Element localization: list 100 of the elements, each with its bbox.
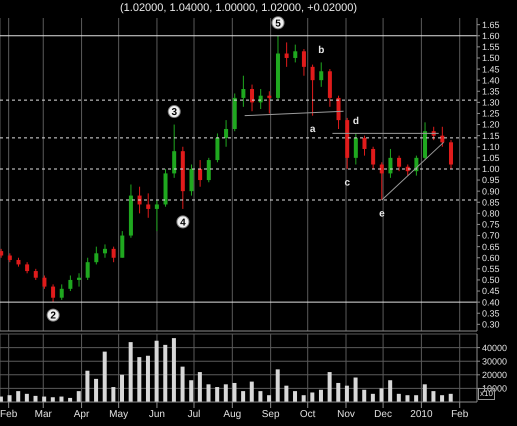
- candlestick: [120, 230, 124, 258]
- candlestick: [448, 140, 453, 170]
- y-tick-label: 0.30: [482, 320, 500, 330]
- candlestick: [86, 257, 90, 280]
- candlestick: [362, 135, 366, 156]
- bar: [250, 382, 254, 402]
- candlestick: [77, 272, 82, 288]
- bar: [0, 396, 3, 402]
- annotation: 3: [171, 107, 178, 118]
- candlestick: [354, 132, 358, 166]
- candlestick: [25, 262, 30, 274]
- bar: [422, 384, 427, 402]
- bar: [336, 382, 340, 402]
- bar: [16, 391, 20, 402]
- candlestick: [258, 88, 263, 110]
- bar: [224, 384, 228, 402]
- annotation: d: [352, 116, 359, 127]
- bar: [146, 356, 150, 402]
- bar: [50, 397, 55, 402]
- candlestick: [310, 64, 315, 116]
- y-tick-label: 0.95: [482, 175, 500, 186]
- y-tick-label: 0.65: [482, 242, 500, 252]
- bar: [370, 394, 375, 402]
- candlestick: [380, 162, 384, 201]
- bar: [258, 391, 262, 402]
- y-tick-label: 0.45: [482, 286, 500, 296]
- candlestick: [34, 268, 38, 280]
- candlestick: [198, 160, 202, 188]
- candlestick: [388, 148, 392, 178]
- bar: [328, 372, 332, 402]
- y-tick-label: 1.25: [482, 108, 500, 119]
- x-tick-label: Jun: [148, 409, 166, 420]
- x-tick-label: Nov: [337, 409, 355, 420]
- bar: [293, 391, 298, 402]
- bar: [318, 390, 323, 402]
- candlestick: [154, 200, 159, 232]
- y-tick-label: 40000: [482, 342, 508, 353]
- bar: [431, 391, 436, 402]
- candlestick: [371, 146, 376, 170]
- bar: [76, 391, 81, 402]
- annotation: 5: [275, 18, 282, 30]
- candlestick: [189, 164, 194, 196]
- candlestick: [224, 120, 228, 148]
- bar: [111, 387, 116, 402]
- y-tick-label: 1.05: [482, 153, 500, 164]
- x-tick-label: Jul: [188, 409, 200, 420]
- candlestick: [138, 186, 142, 214]
- bar: [380, 388, 384, 402]
- y-tick-label: 0.60: [482, 252, 500, 263]
- bar: [8, 395, 12, 402]
- y-tick-label: 0.80: [482, 208, 500, 219]
- bar: [448, 394, 453, 402]
- x-tick-label: Sep: [262, 409, 280, 420]
- y-tick-label: 0.40: [482, 297, 500, 308]
- annotation: c: [344, 177, 350, 188]
- x-tick-label: Apr: [74, 409, 90, 420]
- bar: [163, 344, 168, 402]
- y-tick-label: 1.45: [482, 64, 500, 74]
- candlestick: [51, 284, 56, 303]
- x-tick-label: Dec: [374, 409, 392, 420]
- bar: [276, 369, 280, 402]
- annotation: 4: [180, 217, 186, 228]
- y-tick-label: 0.50: [482, 275, 500, 286]
- bar: [440, 395, 444, 402]
- candlestick: [440, 126, 444, 148]
- y-tick-label: 1.40: [482, 75, 500, 86]
- chart-title: (1.02000, 1.04000, 1.00000, 1.02000, +0.02000): [118, 2, 358, 14]
- annotation: b: [318, 44, 324, 56]
- y-tick-label: 1.55: [482, 42, 500, 52]
- y-tick-label: 0.55: [482, 264, 500, 274]
- y-tick-label: 0.70: [482, 230, 500, 241]
- y-tick-label: 0.35: [482, 308, 500, 318]
- candlestick: [397, 155, 402, 172]
- x-tick-label: Mar: [34, 409, 53, 420]
- annotation: 2: [50, 310, 56, 322]
- y-tick-label: 1.65: [482, 20, 500, 30]
- candlestick: [406, 164, 410, 176]
- bar: [388, 380, 392, 402]
- y-tick-label: 30000: [482, 356, 508, 366]
- candlestick: [293, 44, 298, 63]
- candlestick: [284, 42, 289, 68]
- bar: [362, 390, 366, 402]
- candlestick: [241, 75, 246, 108]
- y-tick-label: 1.10: [482, 142, 500, 152]
- candlestick: [60, 284, 64, 300]
- bar: [354, 378, 358, 402]
- y-tick-label: 1.50: [482, 53, 500, 64]
- bar: [344, 386, 349, 402]
- bar: [302, 395, 306, 402]
- bar: [59, 396, 64, 402]
- candlestick: [112, 246, 116, 263]
- bar: [180, 366, 185, 402]
- x-tick-label: May: [109, 409, 128, 420]
- y-tick-label: 1.60: [482, 30, 500, 41]
- candlestick: [336, 95, 341, 130]
- bar: [396, 394, 401, 402]
- bar: [284, 386, 288, 402]
- annotation: a: [310, 124, 316, 136]
- y-tick-label: 1.00: [482, 164, 500, 174]
- bar: [34, 396, 38, 402]
